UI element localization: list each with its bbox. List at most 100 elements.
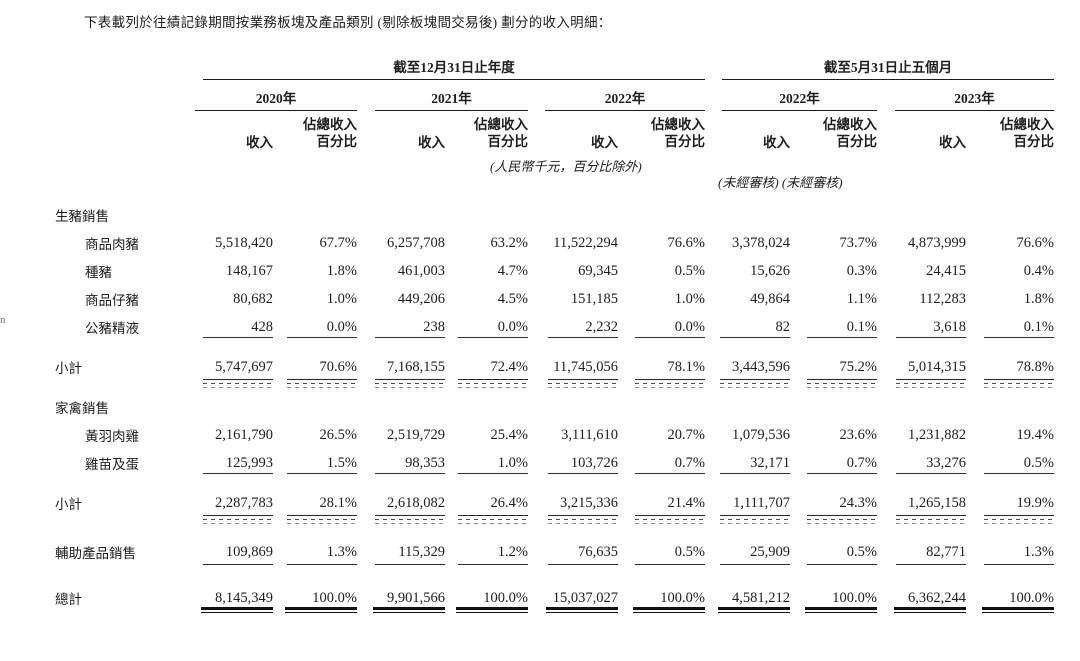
cell-value: 100.0% [445,575,528,621]
cell-value: 20.7% [667,426,705,443]
cell-value: 33,276 [877,449,966,477]
cell-value: 148,167 [225,262,273,279]
period-header-annual: 截至12月31日止年度 [203,56,705,80]
cell-value: 1.8% [1023,290,1054,307]
col-header-pct-line1: 佔總收入 [1000,116,1054,132]
cell-value: 151,185 [570,290,618,307]
cell-value: 76.6% [1016,234,1054,251]
cell-value: 73.7% [839,234,877,251]
cell-value: 72.4% [445,341,528,393]
cell-value: 6,362,244 [877,575,966,621]
cell-value: 70.6% [273,341,357,393]
cell-value: 26.5% [319,426,357,443]
table-body: 生豬銷售商品肉豬 5,518,420 67.7% 6,257,708 63.2% 11,5… [55,201,1054,621]
cell-value: 67.7% [319,234,357,251]
table-row: 小計 5,747,697 70.6% 7,168,155 72.4% 11,745,056… [55,341,1054,393]
year-header-2021: 2021年 [375,87,528,111]
cell-value: 0.0% [618,313,705,341]
cell-value: 0.5% [674,262,705,279]
col-header-revenue: 收入 [418,135,445,150]
cell-value: 3,111,610 [561,426,618,443]
cell-value: 0.1% [966,313,1054,341]
table-row: 商品仔豬 80,682 1.0% 449,206 4.5% 151,185 1.0% 49,8… [55,285,1054,313]
cell-value: 21.4% [618,477,705,529]
cell-value: 0.0% [445,313,528,341]
cell-value: 100.0% [966,575,1054,621]
col-header-pct-line2: 百分比 [316,134,358,150]
cell-value: 19.4% [1016,426,1054,443]
cell-value: 15,626 [750,262,790,279]
cell-value: 49,864 [750,290,790,307]
cell-value: 15,037,027 [528,575,618,621]
row-label: 種豬 [85,265,112,280]
cell-value: 7,168,155 [357,341,445,393]
cell-value: 1.3% [966,529,1054,575]
page-title: 下表載列於往績記錄期間按業務板塊及產品類別 (剔除板塊間交易後) 劃分的收入明細… [84,15,612,30]
cell-value: 23.6% [839,426,877,443]
cell-value: 1.0% [674,290,705,307]
table-row: 總計 8,145,349 100.0% 9,901,566 100.0% 15,037,0… [55,575,1054,621]
cell-value: 24,415 [926,262,966,279]
col-header-pct: 佔總收入 百分比 [273,116,357,155]
cell-value: 103,726 [528,449,618,477]
cell-value: 75.2% [790,341,877,393]
row-label: 輔助產品銷售 [55,546,136,561]
cell-value: 4.7% [497,262,528,279]
cell-value: 69,345 [578,262,618,279]
col-header-revenue: 收入 [591,135,618,150]
table-notes: (人民幣千元，百分比除外) (未經審核) (未經審核) [55,155,1054,201]
cell-value: 25.4% [490,426,528,443]
col-header-revenue: 收入 [939,135,966,150]
cell-value: 82 [705,313,790,341]
cell-value: 0.5% [966,449,1054,477]
cell-value: 63.2% [490,234,528,251]
table-row: 家禽銷售 [55,393,1054,421]
table-row: 生豬銷售 [55,201,1054,229]
cell-value: 1.3% [273,529,357,575]
cell-value: 28.1% [273,477,357,529]
row-label: 生豬銷售 [55,209,109,224]
cell-value: 6,257,708 [387,234,445,251]
col-header-pct-line1: 佔總收入 [651,116,705,132]
currency-note: (人民幣千元，百分比除外) [490,159,642,174]
column-header-row: 收入 佔總收入 百分比 收入 佔總收入 百分比 收入 佔總收入 百分比 收入 佔… [55,111,1054,155]
cell-value: 80,682 [233,290,273,307]
cell-value: 1.0% [326,290,357,307]
revenue-breakdown-table: 截至12月31日止年度 截至5月31日止五個月 2020年 2021年 2022… [55,56,1054,621]
col-header-pct-line2: 百分比 [1013,134,1055,150]
col-header-revenue: 收入 [246,135,273,150]
cell-value: 428 [195,313,273,341]
cell-value: 1.1% [846,290,877,307]
table-row: 輔助產品銷售 109,869 1.3% 115,329 1.2% 76,635 0.5% 25… [55,529,1054,575]
cell-value: 76,635 [528,529,618,575]
cell-value: 25,909 [705,529,790,575]
year-header-2023-5m: 2023年 [895,87,1054,111]
cell-value: 2,287,783 [195,477,273,529]
row-label: 雞苗及蛋 [85,457,139,472]
row-label: 商品肉豬 [85,237,139,252]
table-row: 商品肉豬 5,518,420 67.7% 6,257,708 63.2% 11,522,2… [55,229,1054,257]
row-label: 總計 [55,592,82,607]
cell-value: 5,518,420 [215,234,273,251]
cell-value: 78.1% [618,341,705,393]
period-header-five-months: 截至5月31日止五個月 [722,56,1054,80]
unaudited-note: (未經審核) (未經審核) [718,175,843,190]
col-header-pct-line2: 百分比 [836,134,878,150]
cell-value: 2,519,729 [387,426,445,443]
cell-value: 1.8% [326,262,357,279]
cell-value: 0.5% [790,529,877,575]
cell-value: 78.8% [966,341,1054,393]
cell-value: 109,869 [195,529,273,575]
col-header-revenue: 收入 [763,135,790,150]
cell-value: 0.3% [846,262,877,279]
cell-value: 0.4% [1023,262,1054,279]
cell-value: 11,522,294 [553,234,618,251]
cell-value: 2,161,790 [215,426,273,443]
cell-value: 24.3% [790,477,877,529]
cell-value: 0.5% [618,529,705,575]
cell-value: 115,329 [357,529,445,575]
cell-value: 4,873,999 [908,234,966,251]
cell-value: 112,283 [919,290,966,307]
col-header-pct: 佔總收入 百分比 [790,116,877,155]
